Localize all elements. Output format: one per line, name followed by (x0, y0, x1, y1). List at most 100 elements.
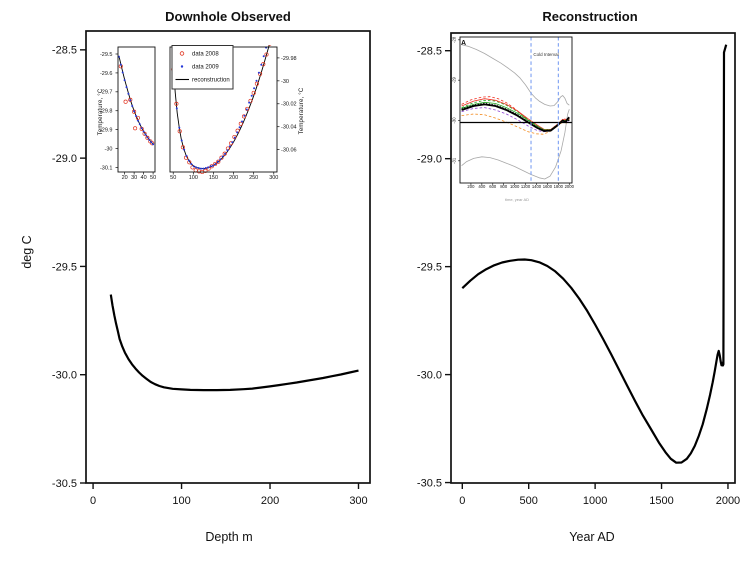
reconstruction-line-line (118, 55, 154, 145)
data-2008-marker (248, 98, 253, 103)
data-2009-marker (127, 92, 130, 95)
inset-deep-y-label: Temperature, °C (299, 87, 305, 135)
x-tick-label: 1000 (583, 495, 607, 507)
data-2008-marker (133, 126, 138, 131)
y-tick-label: -30.1 (100, 165, 113, 171)
y-tick-label: -29.6 (100, 71, 113, 77)
x-tick-label: 2000 (716, 495, 740, 507)
x-tick-label: 300 (349, 495, 367, 507)
data-2008-marker (193, 168, 198, 173)
legend-entry-label: data 2009 (192, 65, 219, 71)
data-2009-marker (253, 87, 256, 90)
upper-uncertainty-envelope-line (461, 44, 570, 107)
x-tick-label: 1800 (554, 184, 564, 189)
inset-deep-axes: 50 100 150 200 250 300 -29.98 -30 -30.02 -30.04 -3… (169, 28, 297, 181)
reconstruction-axes: 0 500 1000 1500 2000 -28.5 -29.0 -29.5 -30.0 -30.… (417, 32, 740, 507)
data-2009-marker (142, 130, 145, 133)
data-2008-marker (123, 99, 128, 104)
data-2008-marker (132, 109, 137, 114)
data-2008-marker (229, 141, 234, 146)
x-tick-label: 100 (172, 495, 190, 507)
data-2008-marker (245, 106, 250, 111)
data-2008-marker (196, 169, 202, 174)
y-tick-label: -28 (452, 36, 457, 43)
data-2009-marker (183, 148, 186, 151)
x-tick-label: 30 (131, 175, 137, 181)
data-2009-marker (200, 167, 202, 170)
data-2008-marker (241, 114, 247, 119)
x-tick-label: 800 (500, 184, 508, 189)
data-2009-marker (146, 136, 149, 139)
y-tick-label: -29.7 (100, 90, 113, 96)
data-2009-marker (178, 126, 181, 129)
x-tick-label: 200 (467, 184, 475, 189)
data-2009-marker (204, 167, 207, 169)
data-2009-marker (185, 154, 188, 157)
y-tick-label: -29.8 (100, 109, 113, 115)
y-tick-label: -29.9 (100, 128, 113, 134)
data-2008-marker (177, 129, 182, 134)
data-2009-marker (138, 123, 141, 126)
x-tick-label: 0 (90, 495, 96, 507)
data-2008-marker (150, 141, 155, 146)
data-2009-marker (241, 120, 243, 123)
data-2009-marker (171, 36, 173, 38)
legend-entry-label: data 2008 (192, 52, 219, 58)
data-2009-marker (175, 107, 178, 110)
data-2009-marker (262, 55, 265, 58)
data-2009-marker (144, 133, 147, 136)
x-tick-label: 150 (209, 175, 218, 181)
inset-corner-label: A (461, 40, 467, 47)
data-2009-marker (214, 163, 217, 165)
data-2009-marker (270, 28, 272, 30)
y-tick-label: -28.5 (417, 46, 442, 58)
data-2009-marker (119, 63, 122, 66)
data-2009-marker (228, 145, 231, 148)
x-tick-label: 20 (122, 175, 128, 181)
data-2008-marker (268, 45, 272, 46)
data-2009-marker (152, 143, 155, 146)
y-tick-label: -29.98 (281, 56, 297, 62)
data-2009-marker (121, 71, 124, 74)
legend-open-circle-marker (179, 51, 185, 56)
data-2009-marker (195, 166, 198, 169)
left-x-axis-label: Depth m (205, 530, 253, 544)
data-2008-marker (128, 97, 133, 102)
data-2009-marker (233, 136, 236, 139)
data-2008-marker (203, 168, 208, 173)
x-tick-label: 500 (520, 495, 538, 507)
y-tick-label: -29.0 (52, 153, 77, 165)
y-tick-label: -30.5 (52, 478, 77, 490)
data-2009-marker (243, 114, 246, 117)
data-2009-marker (236, 131, 239, 134)
x-tick-label: 40 (141, 175, 147, 181)
reconstructed-temperature-history-line (461, 44, 728, 464)
x-tick-label: 0 (459, 495, 465, 507)
y-tick-label: -30 (281, 79, 289, 85)
x-tick-label: 1500 (649, 495, 673, 507)
downhole-frame (85, 30, 371, 484)
y-tick-label: -29.5 (100, 52, 113, 58)
data-2009-marker (148, 138, 151, 141)
cold-interval-label: Cold Interval (533, 52, 559, 57)
y-tick-label: -30.02 (281, 102, 297, 108)
data-2009-marker (129, 99, 132, 102)
legend-dot-marker (180, 65, 184, 68)
data-2009-marker (207, 166, 210, 169)
data-2009-marker (150, 141, 153, 144)
data-2008-marker (213, 161, 218, 167)
data-2009-marker (255, 79, 258, 82)
data-2009-marker (140, 127, 143, 130)
y-tick-label: -30.04 (281, 125, 297, 131)
data-2009-marker (268, 37, 270, 39)
lower-uncertainty-envelope-line (461, 109, 570, 180)
x-tick-label: 1600 (543, 184, 553, 189)
data-2009-marker (197, 167, 200, 169)
y-tick-label: -30 (105, 146, 113, 152)
data-2008-marker (264, 52, 269, 57)
ensemble-orange-dashed-line (461, 113, 570, 135)
y-tick-label: -30.0 (52, 370, 77, 382)
data-2009-marker (212, 164, 214, 167)
